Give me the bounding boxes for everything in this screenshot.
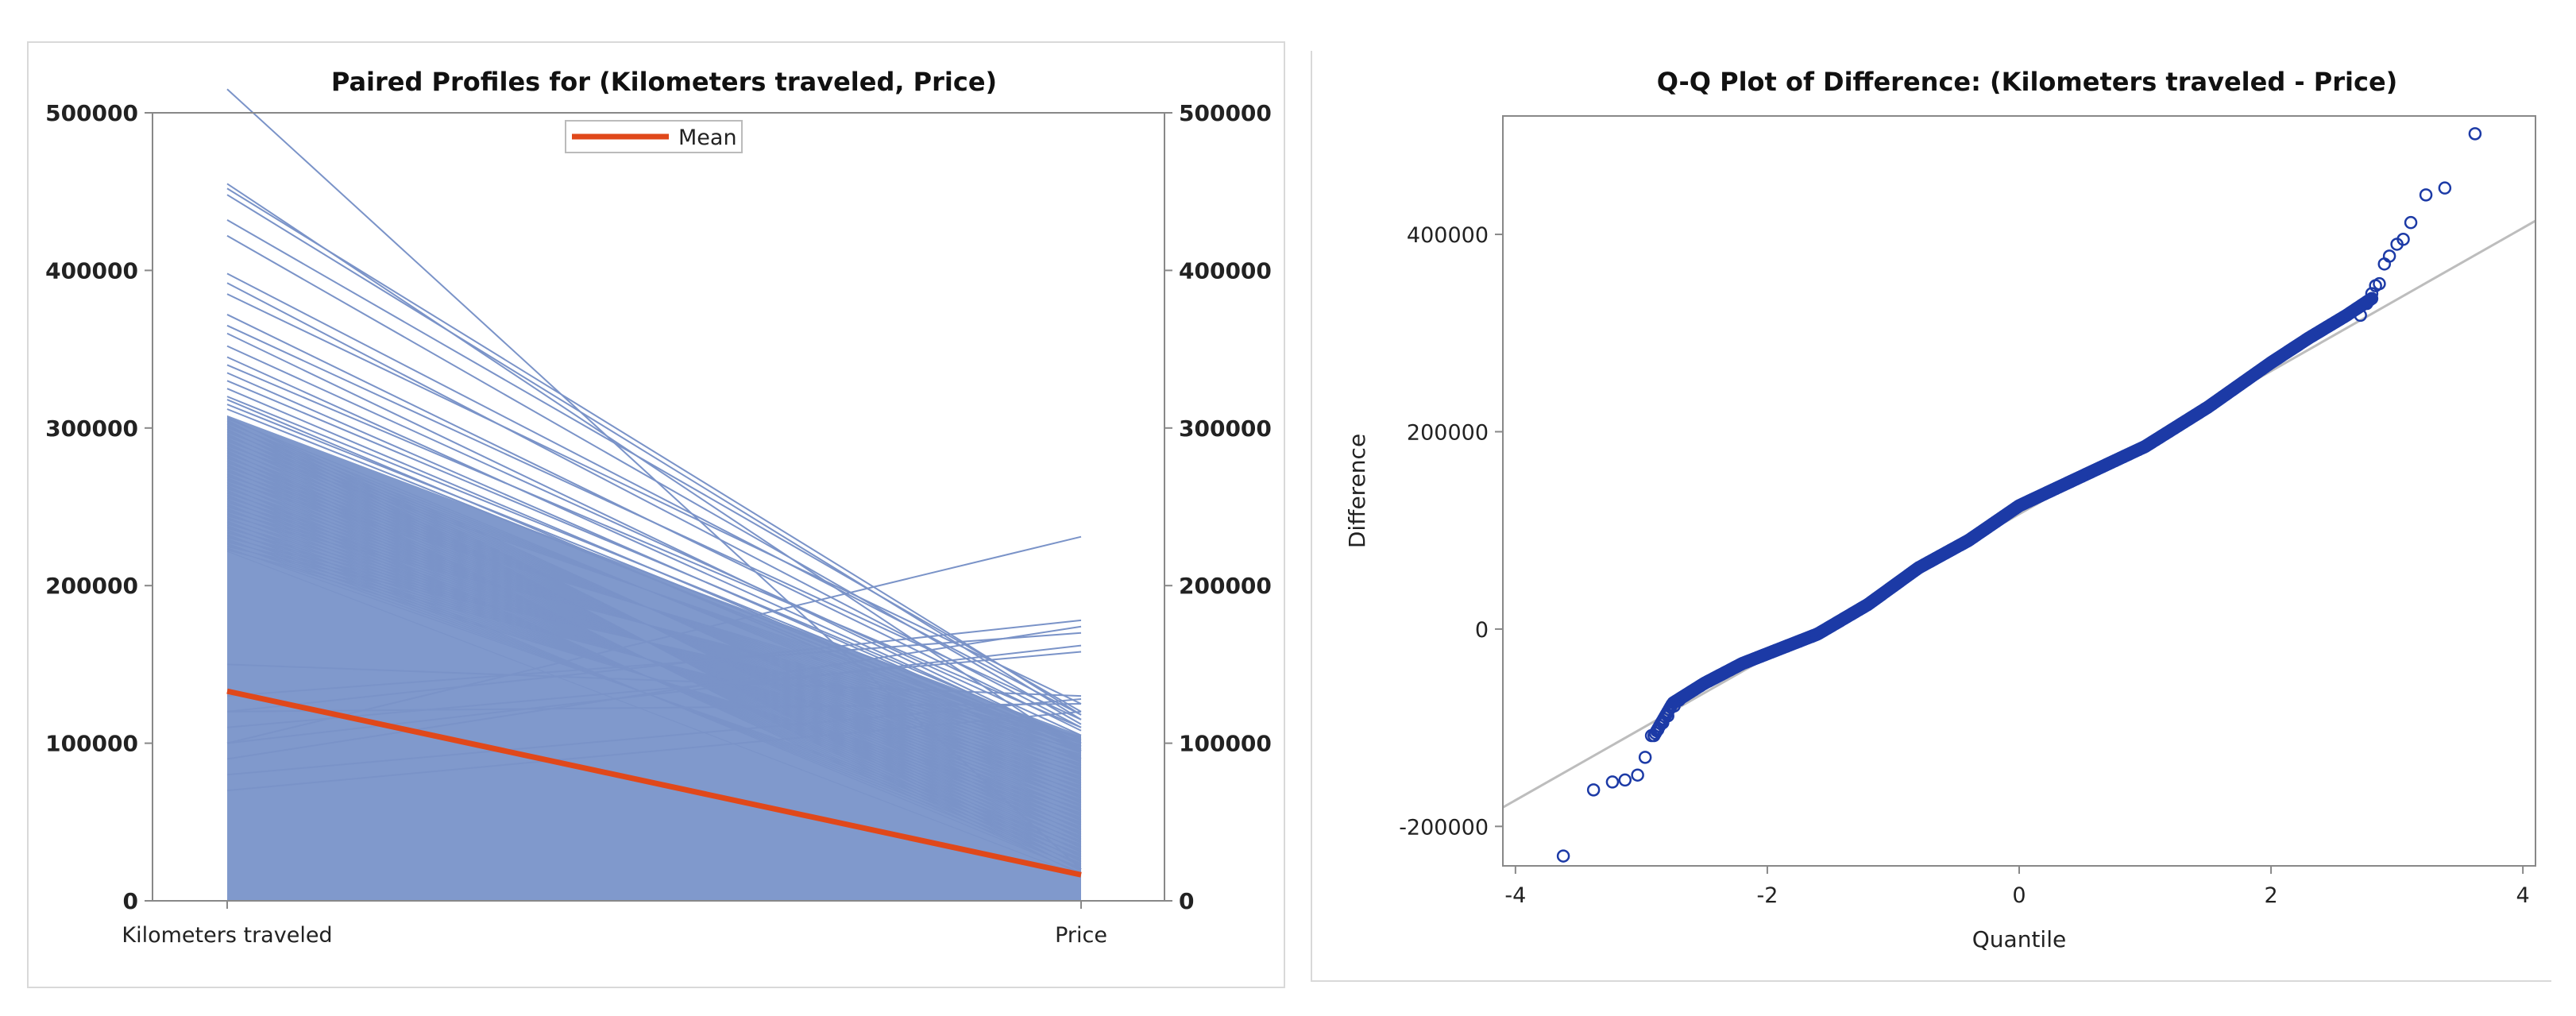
profile-line: [226, 457, 1082, 798]
profile-line: [226, 489, 1082, 766]
profile-line: [226, 478, 1082, 811]
y2-tick-label: 300000: [1179, 415, 1272, 442]
y-tick-label: 400000: [1407, 223, 1489, 248]
data-point: [2360, 296, 2373, 311]
profile-line: [226, 644, 1082, 744]
chart-title-text: Q-Q Plot of Difference: (Kilometers trav…: [1657, 67, 2398, 97]
x-tick-label: Kilometers traveled: [122, 923, 332, 948]
data-point: [1586, 783, 1601, 797]
x-tick-label: -2: [1756, 883, 1778, 908]
data-point: [1672, 693, 1686, 707]
data-point: [1605, 775, 1620, 789]
profile-line: [226, 625, 1082, 760]
paired-profiles-panel: Paired Profiles for (Kilometers traveled…: [27, 41, 1285, 988]
plot-frame: [1502, 115, 2536, 867]
x-axis-label: Quantile: [1972, 926, 2066, 952]
data-point: [1661, 709, 1674, 723]
profile-line: [226, 194, 1082, 720]
mean-line: [226, 688, 1082, 878]
axes: -4 -2 0 2 4 -200000 0 200000 400000 Quantile Diffe…: [1344, 115, 2536, 952]
paired-profiles-chart: Paired Profiles for (Kilometers traveled…: [45, 67, 1272, 948]
data-point: [2396, 233, 2410, 246]
data-point: [2404, 215, 2418, 230]
data-point: [2373, 276, 2386, 291]
y2-tick-label: 200000: [1179, 573, 1272, 599]
profile-line: [226, 619, 1082, 713]
profile-line: [226, 187, 1082, 716]
y-tick-label: 200000: [1407, 420, 1489, 445]
y-tick-label: 0: [1475, 618, 1489, 643]
data-point: [2382, 249, 2396, 263]
profile-line: [226, 408, 1082, 751]
plot-area: [226, 88, 1082, 901]
data-point: [1631, 768, 1644, 782]
y2-tick-label: 500000: [1179, 100, 1272, 126]
x-tick-label: -4: [1504, 883, 1526, 908]
data-point: [2354, 308, 2367, 323]
data-point: [1638, 751, 1652, 764]
profile-line: [226, 550, 1082, 877]
x-tick-label: 0: [2012, 883, 2026, 908]
profile-line: [226, 436, 1082, 749]
profile-line: [226, 324, 1082, 720]
profile-line: [226, 415, 1082, 840]
data-point: [2365, 287, 2379, 300]
qq-plot-chart: Q-Q Plot of Difference: (Kilometers trav…: [1344, 67, 2536, 952]
profile-line: [226, 632, 1082, 697]
profile-line: [226, 396, 1082, 744]
profile-line: [226, 356, 1082, 744]
qq-plot-panel: Q-Q Plot of Difference: (Kilometers trav…: [1311, 51, 2551, 982]
data-point: [2438, 181, 2452, 195]
profile-line: [226, 651, 1082, 728]
y2-tick-label: 100000: [1179, 731, 1272, 757]
legend: Mean: [565, 120, 743, 153]
profile-line: [226, 446, 1082, 844]
data-point: [1556, 849, 1570, 863]
y-tick-label: 0: [123, 888, 138, 914]
profile-line: [226, 468, 1082, 857]
profile-line: [226, 272, 1082, 716]
chart-title: Paired Profiles for (Kilometers traveled…: [331, 67, 997, 97]
profile-line: [226, 404, 1082, 748]
profile-line: [226, 364, 1082, 728]
y-axis-label: Difference: [1344, 434, 1370, 548]
y-tick-label: 200000: [45, 573, 138, 599]
chart-title: Q-Q Plot of Difference: (Kilometers trav…: [1657, 67, 2398, 97]
y-tick-label: 500000: [45, 100, 138, 126]
axes: 0 0 100000 100000 200000 200000 300000 300000 40…: [45, 100, 1272, 948]
y2-tick-label: 400000: [1179, 257, 1272, 284]
profile-line: [226, 345, 1082, 736]
x-tick-label: 4: [2516, 883, 2530, 908]
x-tick-label: Price: [1055, 923, 1107, 948]
plot-frame: [152, 112, 1165, 902]
profile-line: [226, 535, 1082, 744]
data-point: [2419, 188, 2433, 202]
y-tick-label: 300000: [45, 415, 138, 442]
profile-line: [226, 458, 1082, 762]
profile-line: [226, 698, 1082, 776]
legend-label: Mean: [678, 126, 737, 150]
y2-tick-label: 0: [1179, 888, 1194, 914]
plot-area: [1502, 127, 2536, 863]
profile-line: [226, 219, 1082, 713]
profile-line: [226, 426, 1082, 795]
chart-title-text: Paired Profiles for (Kilometers traveled…: [331, 67, 997, 97]
data-point: [1618, 773, 1632, 787]
profile-line: [226, 380, 1082, 741]
profile-line: [226, 663, 1082, 697]
y-tick-label: 100000: [45, 731, 138, 757]
profile-line: [226, 332, 1082, 744]
x-tick-label: 2: [2264, 883, 2277, 908]
profile-line: [226, 520, 1082, 873]
data-point: [2468, 127, 2482, 141]
y-tick-label: -200000: [1399, 815, 1489, 840]
profile-line: [226, 183, 1082, 752]
profile-line: [226, 703, 1082, 713]
y-tick-label: 400000: [45, 257, 138, 284]
profile-line: [226, 710, 1082, 792]
